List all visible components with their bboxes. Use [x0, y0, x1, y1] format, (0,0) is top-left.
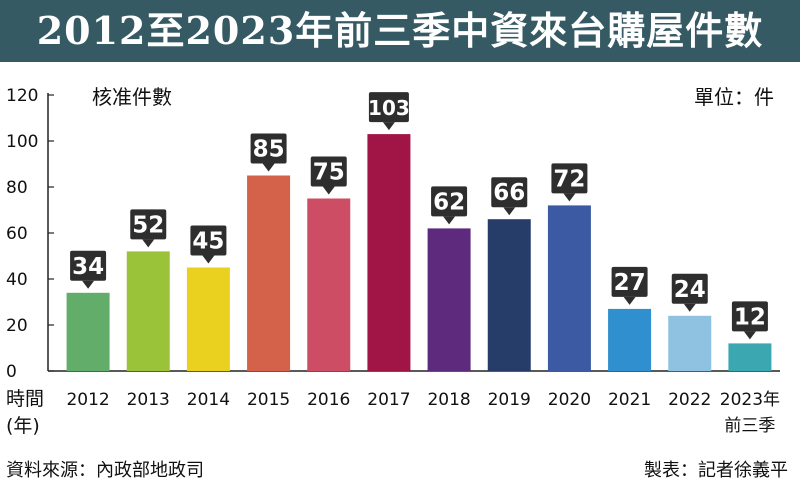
y-axis-ticks: 0 20 40 60 80 100 120 — [6, 86, 54, 382]
data-label-pointer — [503, 207, 516, 216]
x-axis-label-unit: (年) — [6, 415, 40, 437]
data-label: 45 — [192, 229, 224, 255]
credit-note: 製表：記者徐義平 — [644, 460, 788, 481]
x-tick-label: 2023年前三季 — [720, 390, 780, 436]
data-label: 103 — [368, 96, 410, 120]
x-tick-label: 2015 — [247, 390, 290, 410]
y-tick-label: 40 — [6, 270, 28, 290]
y-axis-label: 核准件數 — [92, 85, 172, 109]
x-tick-label: 2019 — [488, 390, 531, 410]
bar — [186, 267, 230, 371]
data-label-pointer — [382, 122, 395, 131]
data-label: 75 — [313, 160, 345, 186]
data-label-box — [250, 133, 287, 164]
x-tick-label: 2014 — [187, 390, 230, 410]
data-label-pointer — [683, 303, 696, 312]
data-label-callout: 66 — [491, 177, 528, 216]
data-label: 24 — [674, 277, 706, 303]
data-label: 66 — [493, 180, 525, 206]
data-label-callout: 27 — [611, 266, 648, 305]
data-label-callout: 62 — [431, 186, 468, 225]
data-label-box — [368, 92, 409, 123]
data-label-callout: 52 — [130, 209, 167, 248]
x-axis-label: 時間 — [6, 388, 44, 410]
x-tick-label: 2017 — [367, 390, 410, 410]
data-label: 12 — [734, 304, 766, 330]
y-tick-label: 120 — [6, 86, 38, 106]
data-label-box — [731, 301, 768, 332]
unit-label: 單位：件 — [694, 85, 774, 109]
data-label: 27 — [614, 270, 646, 296]
bar — [126, 251, 170, 371]
data-label-box — [130, 209, 167, 240]
x-tick-label: 2022 — [668, 390, 711, 410]
x-axis-ticks: 2012 2013 2014 2015 2016 2017 2018 2019 2020 2021… — [66, 390, 780, 436]
data-label: 52 — [132, 212, 164, 238]
data-label-callout: 85 — [250, 133, 287, 172]
data-label-callout: 45 — [190, 225, 227, 264]
data-label-pointer — [202, 255, 215, 264]
x-tick-label: 2012 — [66, 390, 109, 410]
data-label-box — [70, 250, 107, 281]
bar — [487, 219, 531, 371]
data-label-box — [310, 156, 347, 187]
chart-title: 2012至2023年前三季中資來台購屋件數 — [36, 8, 764, 53]
bar — [608, 308, 652, 371]
x-tick-label-line: 2023年 — [720, 390, 780, 410]
x-tick-label: 2021 — [608, 390, 651, 410]
y-tick-label: 0 — [6, 362, 17, 382]
data-label-pointer — [743, 331, 756, 340]
data-label-pointer — [262, 163, 275, 172]
data-label-pointer — [142, 239, 155, 248]
bar — [307, 198, 351, 371]
y-tick-label: 80 — [6, 178, 28, 198]
source-note: 資料來源：內政部地政司 — [6, 460, 204, 481]
x-tick-label: 2020 — [548, 390, 591, 410]
bar — [367, 134, 411, 371]
data-label-pointer — [443, 216, 456, 225]
data-label-callout: 103 — [368, 92, 410, 131]
data-label: 85 — [253, 137, 285, 163]
bar-chart: 0 20 40 60 80 100 120 34 52 45 85 75 103 62 66 72 27 24 1… — [6, 85, 780, 437]
y-tick-label: 100 — [6, 132, 38, 152]
data-labels: 34 52 45 85 75 103 62 66 72 27 24 12 — [70, 92, 768, 340]
bar — [247, 175, 291, 371]
data-label: 72 — [553, 166, 585, 192]
data-label-callout: 34 — [70, 250, 107, 289]
x-tick-label-line: 前三季 — [724, 416, 775, 436]
data-label-pointer — [623, 296, 636, 305]
bars — [66, 134, 772, 371]
data-label: 34 — [72, 254, 104, 280]
data-label-box — [611, 266, 648, 297]
data-label-callout: 12 — [731, 301, 768, 340]
data-label-callout: 75 — [310, 156, 347, 195]
bar — [728, 343, 772, 371]
bar — [547, 205, 591, 371]
data-label-pointer — [82, 280, 95, 289]
title-bar: 2012至2023年前三季中資來台購屋件數 — [0, 0, 800, 62]
data-label-pointer — [322, 186, 335, 195]
y-tick-label: 20 — [6, 316, 28, 336]
bar — [427, 228, 471, 371]
data-label-pointer — [563, 193, 576, 202]
data-label-callout: 24 — [671, 273, 708, 312]
y-tick-label: 60 — [6, 224, 28, 244]
bar — [668, 315, 712, 371]
data-label-box — [491, 177, 528, 208]
data-label: 62 — [433, 189, 465, 215]
bar — [66, 292, 110, 371]
data-label-box — [671, 273, 708, 304]
x-tick-label: 2013 — [127, 390, 170, 410]
x-tick-label: 2016 — [307, 390, 350, 410]
x-tick-label: 2018 — [427, 390, 470, 410]
data-label-callout: 72 — [551, 163, 588, 202]
data-label-box — [551, 163, 588, 194]
data-label-box — [431, 186, 468, 217]
data-label-box — [190, 225, 227, 256]
